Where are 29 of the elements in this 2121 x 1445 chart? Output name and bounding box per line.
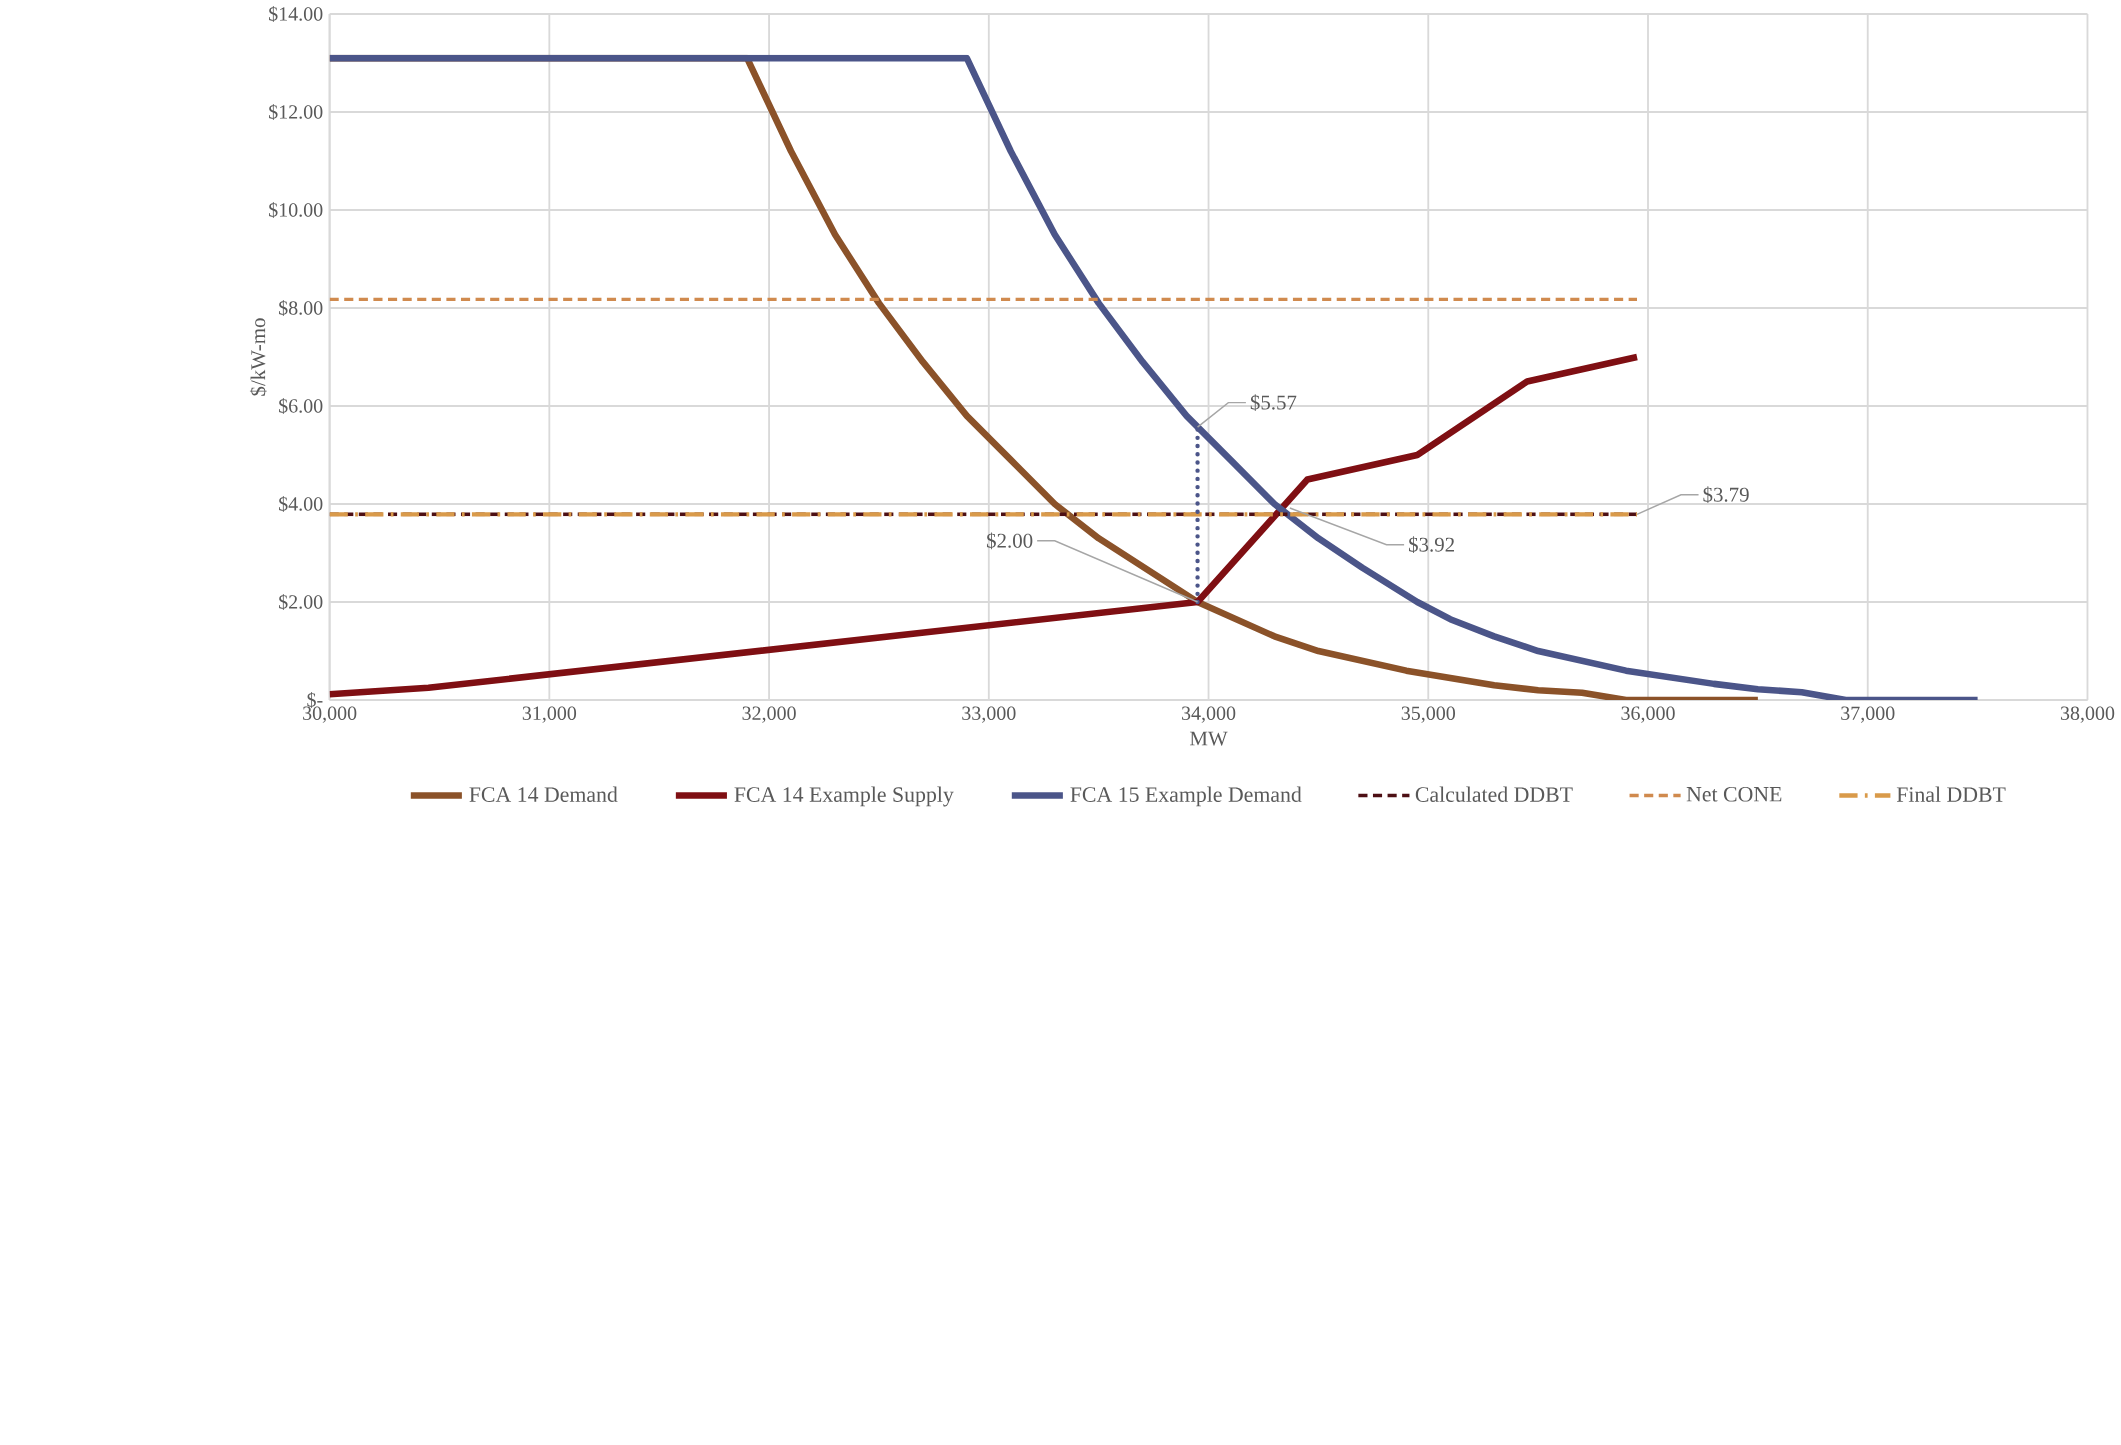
y-tick-label: $- xyxy=(307,692,323,709)
y-tick-label: $12.00 xyxy=(269,104,323,121)
x-tick-label: 36,000 xyxy=(1621,706,1675,723)
annotation: $5.57 xyxy=(1250,394,1297,412)
y-tick-label: $8.00 xyxy=(279,300,323,317)
x-tick-label: 34,000 xyxy=(1182,706,1236,723)
legend-label: Net CONE xyxy=(1686,786,1782,802)
legend-label: FCA 14 Example Supply xyxy=(734,786,954,807)
y-tick-label: $10.00 xyxy=(269,202,323,219)
x-tick-label: 33,000 xyxy=(962,706,1016,723)
x-tick-label: 38,000 xyxy=(2060,706,2115,723)
x-tick-label: 35,000 xyxy=(1401,706,1455,723)
x-tick-label: 31,000 xyxy=(522,706,577,723)
y-tick-label: $14.00 xyxy=(269,6,323,23)
legend-label: Final DDBT xyxy=(1896,786,2006,802)
annotation: $2.00 xyxy=(986,532,1033,550)
x-axis-title: MW xyxy=(1189,731,1228,746)
y-tick-label: $6.00 xyxy=(279,398,323,415)
x-tick-label: 30,000 xyxy=(303,706,357,723)
x-tick-label: 32,000 xyxy=(742,706,796,723)
y-tick-label: $2.00 xyxy=(279,594,323,611)
legend-label: FCA 14 Demand xyxy=(469,786,618,802)
annotation: $3.92 xyxy=(1409,536,1454,554)
x-tick-label: 37,000 xyxy=(1841,706,1895,723)
y-tick-label: $4.00 xyxy=(279,496,323,513)
y-axis-title: $/kW-mo xyxy=(249,318,267,396)
annotation: $3.79 xyxy=(1703,486,1749,504)
legend-label: Calculated DDBT xyxy=(1415,786,1573,802)
legend-label: FCA 15 Example Demand xyxy=(1070,786,1302,807)
